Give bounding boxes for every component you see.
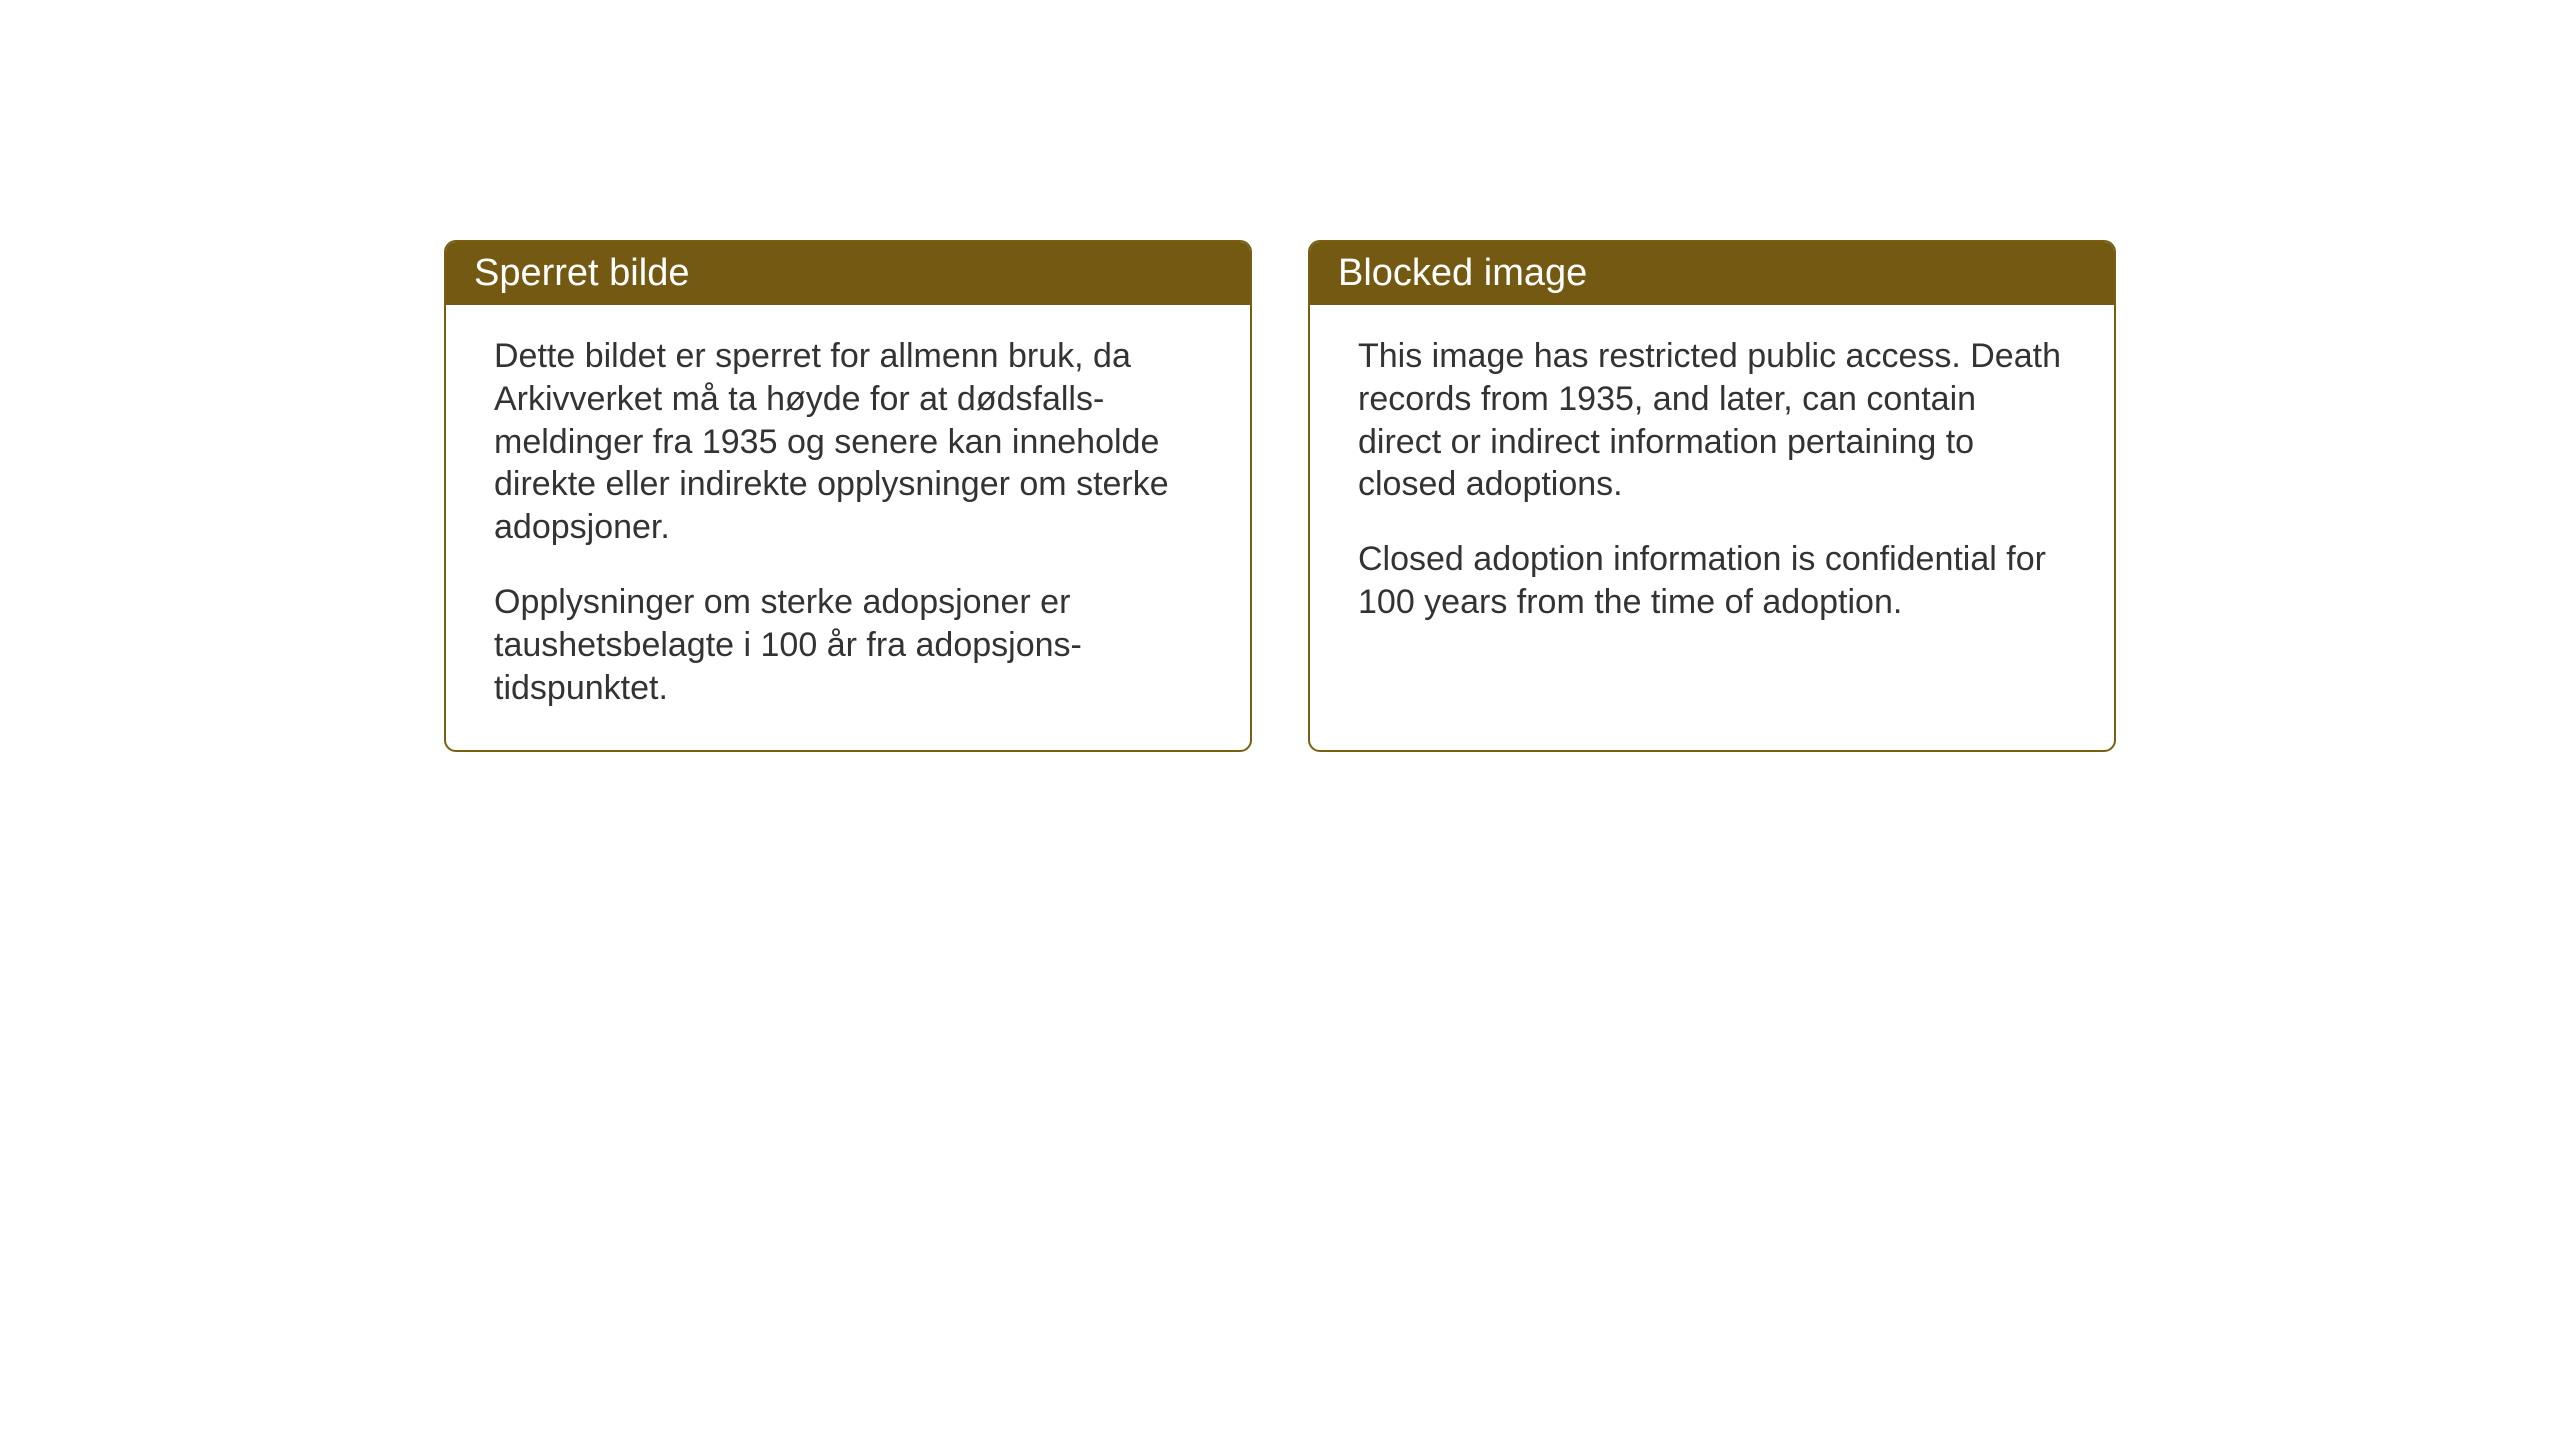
notice-body: Dette bildet er sperret for allmenn bruk… bbox=[446, 305, 1250, 750]
notice-header: Sperret bilde bbox=[446, 242, 1250, 305]
notice-paragraph-2: Closed adoption information is confident… bbox=[1358, 538, 2066, 624]
notice-paragraph-1: This image has restricted public access.… bbox=[1358, 335, 2066, 506]
notice-paragraph-2: Opplysninger om sterke adopsjoner er tau… bbox=[494, 581, 1202, 709]
notice-header: Blocked image bbox=[1310, 242, 2114, 305]
notice-box-norwegian: Sperret bilde Dette bildet er sperret fo… bbox=[444, 240, 1252, 752]
notices-container: Sperret bilde Dette bildet er sperret fo… bbox=[444, 240, 2116, 752]
notice-body: This image has restricted public access.… bbox=[1310, 305, 2114, 664]
notice-paragraph-1: Dette bildet er sperret for allmenn bruk… bbox=[494, 335, 1202, 549]
notice-box-english: Blocked image This image has restricted … bbox=[1308, 240, 2116, 752]
